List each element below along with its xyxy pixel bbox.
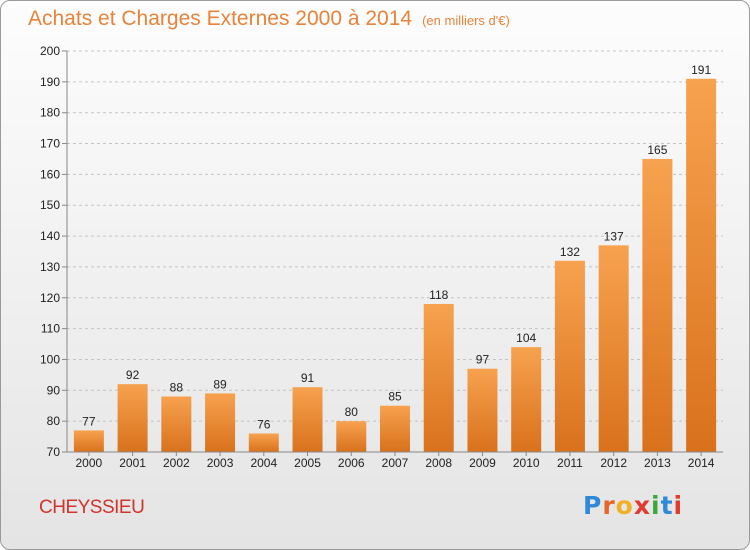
chart-subtitle: (en milliers d'€) bbox=[422, 13, 510, 28]
y-tick-label: 80 bbox=[47, 414, 61, 428]
bar-value-label: 132 bbox=[560, 245, 580, 259]
logo-letter: x bbox=[633, 491, 651, 520]
x-tick-label: 2010 bbox=[513, 456, 540, 470]
bar-value-label: 76 bbox=[257, 417, 271, 431]
chart-title: Achats et Charges Externes 2000 à 2014 (e… bbox=[28, 7, 510, 31]
x-tick-label: 2007 bbox=[382, 456, 409, 470]
x-tick-label: 2009 bbox=[469, 456, 496, 470]
bar-2008 bbox=[423, 303, 454, 452]
bar-2002 bbox=[161, 396, 192, 452]
bar-2013 bbox=[642, 158, 673, 452]
x-tick-label: 2002 bbox=[163, 456, 190, 470]
x-tick-label: 2014 bbox=[688, 456, 715, 470]
logo-letter: i bbox=[673, 491, 684, 520]
x-tick-label: 2004 bbox=[250, 456, 277, 470]
x-tick-label: 2013 bbox=[644, 456, 671, 470]
bar-value-label: 85 bbox=[388, 390, 402, 404]
bar-2004 bbox=[248, 433, 279, 452]
y-tick-label: 100 bbox=[40, 352, 60, 366]
bar-2001 bbox=[117, 384, 148, 452]
bar-value-label: 191 bbox=[691, 63, 711, 77]
bar-2011 bbox=[554, 260, 585, 452]
y-tick-label: 70 bbox=[47, 445, 61, 459]
logo-letter: P bbox=[583, 491, 603, 520]
bar-2012 bbox=[598, 245, 629, 452]
x-tick-label: 2003 bbox=[207, 456, 234, 470]
x-tick-label: 2006 bbox=[338, 456, 365, 470]
bar-value-label: 118 bbox=[429, 288, 448, 302]
y-axis: 70 80 90 100 110 120 130 140 150 160 170 180 190 200 bbox=[40, 44, 68, 459]
bar-value-label: 80 bbox=[345, 405, 359, 419]
x-tick-label: 2000 bbox=[76, 456, 103, 470]
y-tick-label: 180 bbox=[40, 106, 60, 120]
x-tick-label: 2008 bbox=[425, 456, 452, 470]
x-tick-label: 2001 bbox=[119, 456, 146, 470]
y-tick-label: 130 bbox=[40, 260, 60, 274]
bar-2000 bbox=[73, 430, 104, 452]
bar-2005 bbox=[292, 387, 323, 452]
bar-value-label: 89 bbox=[213, 377, 227, 391]
chart-title-text: Achats et Charges Externes 2000 à 2014 bbox=[28, 7, 413, 30]
bar-2007 bbox=[380, 405, 410, 452]
y-tick-label: 110 bbox=[41, 322, 60, 336]
y-tick-label: 150 bbox=[40, 198, 60, 212]
bar-value-label: 137 bbox=[604, 229, 624, 243]
bars: 77 92 88 89 76 91 80 85 118 97 104 132 137 165 191 bbox=[73, 63, 717, 452]
y-tick-label: 90 bbox=[47, 383, 61, 397]
y-tick-label: 140 bbox=[40, 229, 60, 243]
bar-value-label: 91 bbox=[301, 371, 315, 385]
logo-letter: t bbox=[660, 491, 674, 520]
bar-value-label: 165 bbox=[647, 143, 667, 157]
x-tick-label: 2011 bbox=[557, 456, 583, 470]
y-tick-label: 190 bbox=[40, 75, 60, 89]
bar-2010 bbox=[511, 347, 542, 452]
bar-value-label: 77 bbox=[82, 414, 96, 428]
bar-2009 bbox=[467, 368, 498, 452]
bar-value-label: 97 bbox=[476, 353, 490, 367]
proxiti-logo: Proxiti bbox=[583, 491, 683, 520]
bar-value-label: 104 bbox=[516, 331, 536, 345]
bar-2014 bbox=[686, 78, 717, 452]
bar-2006 bbox=[336, 421, 367, 452]
x-tick-label: 2012 bbox=[600, 456, 627, 470]
x-axis: 2000 2001 2002 2003 2004 2005 2006 2007 2008 2009… bbox=[67, 451, 723, 470]
bar-value-label: 88 bbox=[170, 380, 184, 394]
logo-letter: r bbox=[602, 491, 616, 520]
y-tick-label: 160 bbox=[40, 167, 60, 181]
y-tick-label: 200 bbox=[40, 44, 60, 58]
bar-2003 bbox=[205, 393, 236, 452]
place-name: CHEYSSIEU bbox=[39, 497, 145, 518]
y-tick-label: 120 bbox=[40, 291, 60, 305]
bar-value-label: 92 bbox=[126, 368, 140, 382]
logo-letter: i bbox=[651, 491, 661, 520]
x-tick-label: 2005 bbox=[294, 456, 321, 470]
logo-letter: o bbox=[615, 491, 634, 520]
y-tick-label: 170 bbox=[40, 137, 60, 151]
